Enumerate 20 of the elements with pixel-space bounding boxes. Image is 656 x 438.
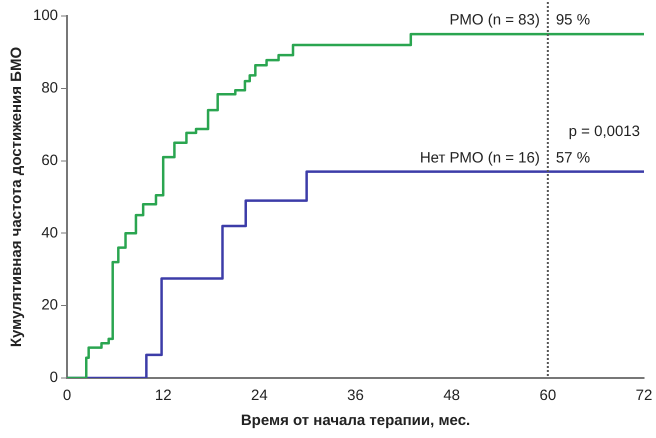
x-tick-label: 0 — [62, 387, 72, 404]
x-tick-label: 12 — [154, 387, 172, 404]
x-axis-title: Время от начала терапии, мес. — [240, 412, 470, 430]
series-label: РМО (n = 83) — [450, 12, 540, 29]
annotation: 57 % — [556, 149, 590, 166]
annotation: p = 0,0013 — [568, 122, 640, 140]
x-tick-label: 36 — [347, 387, 364, 404]
series-label: Нет РМО (n = 16) — [420, 149, 540, 166]
x-tick-label: 24 — [251, 387, 268, 404]
y-tick-label: 20 — [41, 296, 58, 314]
y-tick-label: 0 — [50, 369, 58, 386]
y-tick-label: 80 — [41, 80, 58, 97]
annotation: 95 % — [556, 12, 590, 29]
y-tick-label: 40 — [41, 224, 58, 242]
x-tick-label: 60 — [539, 387, 556, 404]
y-axis-title: Кумулятивная частота достижения БМО — [8, 46, 26, 348]
x-tick-label: 48 — [443, 387, 460, 404]
x-tick-label: 72 — [636, 387, 652, 404]
y-tick-label: 100 — [32, 7, 58, 24]
y-tick-label: 60 — [41, 152, 58, 169]
